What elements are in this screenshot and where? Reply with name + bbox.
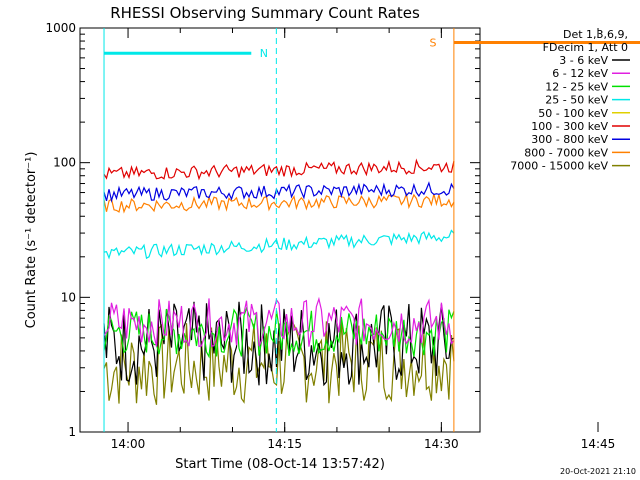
plot-frame	[79, 27, 481, 433]
series-line-2	[103, 306, 455, 359]
series-line-3	[103, 229, 455, 260]
series-line-6	[103, 181, 455, 203]
plot-area: 110100100014:0014:1514:3014:4515:0015:15…	[45, 21, 640, 451]
y-tick-label: 1	[68, 425, 76, 439]
x-tick-label: 14:30	[424, 437, 459, 451]
legend-label-8: 7000 - 15000 keV	[510, 160, 608, 173]
legend-label-2: 12 - 25 keV	[545, 80, 608, 93]
legend-label-4: 50 - 100 keV	[538, 107, 608, 120]
legend-label-3: 25 - 50 keV	[545, 94, 608, 107]
legend-label-5: 100 - 300 keV	[531, 120, 608, 133]
x-tick-label: 14:15	[267, 437, 302, 451]
generation-timestamp: 20-Oct-2021 21:10	[560, 467, 636, 476]
legend-label-7: 800 - 7000 keV	[524, 146, 608, 159]
legend-header-line-1: Det 1,3,6,9,	[563, 28, 628, 41]
series-line-8	[103, 317, 455, 405]
legend-label-6: 300 - 800 keV	[531, 133, 608, 146]
legend-label-1: 6 - 12 keV	[552, 67, 608, 80]
series-line-1	[103, 296, 455, 348]
x-axis-label: Start Time (08-Oct-14 13:57:42)	[175, 457, 385, 472]
series-line-7	[103, 192, 455, 214]
series-line-5	[103, 158, 455, 181]
legend-label-0: 3 - 6 keV	[559, 54, 608, 67]
series-line-0	[103, 301, 455, 387]
legend: Det 1,3,6,9, FDecim 1, Att 0 3 - 6 keV6 …	[510, 28, 630, 173]
mode-label-N: N	[260, 47, 268, 60]
y-tick-label: 100	[53, 156, 76, 170]
mode-label-S: S	[430, 37, 437, 50]
legend-header-line-2: FDecim 1, Att 0	[543, 41, 628, 54]
chart-title: RHESSI Observing Summary Count Rates	[110, 4, 420, 22]
x-tick-label: 14:45	[581, 437, 616, 451]
y-tick-label: 10	[61, 290, 76, 304]
y-tick-label: 1000	[45, 21, 76, 35]
x-tick-label: 14:00	[111, 437, 146, 451]
y-axis-label: Count Rate (s⁻¹ detector⁻¹)	[24, 152, 39, 329]
